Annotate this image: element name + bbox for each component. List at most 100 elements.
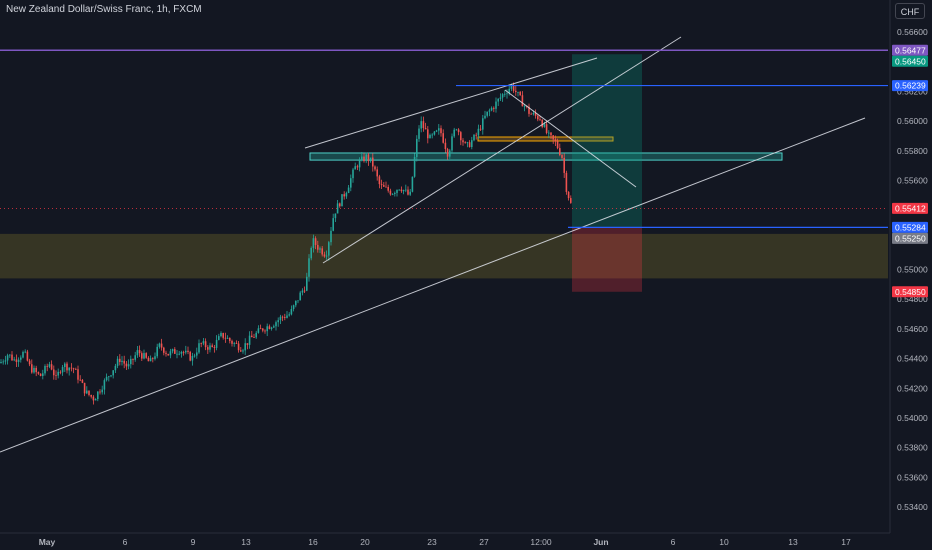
candle-body: [11, 354, 13, 361]
candle-body: [264, 330, 266, 332]
candle: [528, 103, 530, 117]
candle-body: [565, 172, 568, 192]
candle-body: [435, 130, 438, 132]
candle: [517, 91, 519, 97]
candle-body: [550, 132, 552, 136]
candle-body: [563, 157, 565, 173]
candle: [264, 329, 266, 334]
candle-body: [418, 128, 420, 139]
candle-body: [53, 369, 55, 376]
price-badge-label: 0.55284: [895, 222, 926, 232]
candle-body: [301, 290, 304, 293]
candle-body: [389, 190, 392, 195]
candle: [35, 365, 37, 377]
candle-body: [105, 376, 108, 381]
wedge-upper-line: [304, 57, 598, 149]
candle-body: [130, 358, 132, 365]
candle: [325, 250, 328, 260]
candle: [495, 97, 497, 113]
candle: [374, 165, 376, 172]
candle: [563, 153, 565, 178]
time-tick-label: 17: [841, 537, 851, 547]
candle: [530, 112, 532, 115]
candle: [20, 355, 22, 363]
candle-body: [449, 150, 451, 157]
chart-title: New Zealand Dollar/Swiss Franc, 1h, FXCM: [6, 4, 202, 15]
candle: [152, 357, 154, 363]
candle-body: [174, 349, 176, 354]
levels-layer: [0, 49, 888, 228]
candle: [330, 227, 332, 246]
candle-body: [138, 350, 141, 354]
candle: [332, 213, 334, 232]
candle: [345, 191, 348, 199]
candle-body: [321, 248, 323, 255]
candle-body: [279, 316, 282, 321]
candle-body: [334, 213, 337, 219]
price-tick-label: 0.54800: [897, 294, 928, 304]
candle-body: [299, 292, 301, 301]
candle: [39, 373, 42, 377]
candle: [242, 348, 244, 354]
price-badge: 0.56477: [892, 44, 928, 56]
candle: [504, 90, 506, 97]
candle: [158, 342, 161, 349]
position-stop-area: [572, 227, 642, 292]
candle-body: [158, 343, 161, 347]
candle-body: [9, 354, 11, 356]
price-tick-label: 0.54000: [897, 413, 928, 423]
candle: [193, 353, 196, 358]
candle: [68, 367, 70, 376]
candle: [435, 129, 438, 133]
candle: [187, 346, 189, 355]
candle: [501, 93, 504, 102]
candle: [350, 174, 352, 192]
candle: [387, 184, 389, 193]
candle: [13, 356, 15, 362]
candle: [466, 141, 469, 148]
candle: [534, 109, 537, 119]
candle: [407, 186, 409, 196]
candle-body: [552, 135, 554, 140]
candle-body: [266, 326, 268, 332]
candle-body: [22, 351, 24, 358]
candle-body: [204, 341, 207, 348]
candle: [268, 324, 271, 330]
candle: [224, 332, 227, 343]
candle: [174, 347, 176, 355]
candle-body: [292, 305, 295, 310]
candle-body: [196, 352, 198, 356]
candle-body: [314, 238, 317, 245]
candle: [416, 135, 418, 162]
candle-body: [378, 176, 381, 185]
candle: [59, 370, 62, 375]
price-tick-label: 0.55600: [897, 175, 928, 185]
candle-body: [165, 352, 167, 354]
candle: [486, 111, 488, 118]
candle: [237, 341, 240, 353]
candle-body: [429, 134, 431, 139]
candle: [556, 138, 559, 150]
candle-body: [336, 203, 339, 214]
candle-body: [262, 328, 264, 331]
candle-body: [343, 194, 345, 197]
candle-body: [409, 191, 411, 195]
price-tick-label: 0.53400: [897, 502, 928, 512]
candle-body: [86, 390, 88, 394]
candle-body: [464, 142, 466, 144]
candle: [72, 367, 75, 374]
candle: [429, 133, 431, 139]
candle: [343, 191, 345, 200]
candle: [523, 104, 526, 112]
candle-body: [308, 258, 310, 277]
price-badge-label: 0.55250: [895, 233, 926, 243]
candle-body: [48, 364, 51, 367]
candle-body: [101, 389, 103, 393]
time-tick-label: 23: [427, 537, 437, 547]
candle-body: [310, 247, 312, 259]
currency-button[interactable]: CHF: [895, 3, 925, 19]
candle: [37, 371, 40, 375]
candle: [180, 350, 183, 358]
candle: [545, 120, 548, 135]
